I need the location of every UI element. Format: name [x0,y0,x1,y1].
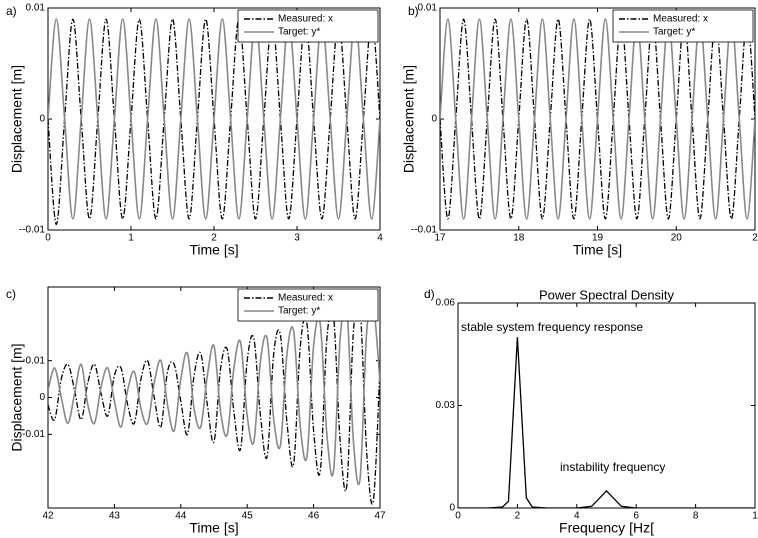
legend-label: Measured: x [653,14,708,25]
y-tick-label: 0 [431,114,437,125]
x-tick-label: 0 [455,511,461,522]
y-tick-label: 0.06 [436,298,456,309]
y-tick-label: --0.01 [19,225,46,236]
series-line [440,18,755,220]
y-tick-label: 0.01 [26,355,46,366]
annotation: instability frequency [560,460,665,474]
y-tick-label: 0.01 [26,3,46,14]
legend-label: Target: y* [278,306,320,317]
x-tick-label: 43 [109,511,121,522]
panel-label: c) [6,287,16,301]
x-tick-label: 46 [308,511,320,522]
panel: b) 17 18 19 20 2 --0.01 0 0.01 Displacement [m] Ti… [401,3,758,258]
legend-box [612,9,754,43]
x-tick-label: 3 [294,233,300,244]
x-tick-label: 1 [128,233,134,244]
x-tick-label: 8 [693,511,699,522]
x-tick-label: 4 [574,511,580,522]
series-line [48,18,380,226]
series-line [440,18,755,220]
legend-box [237,9,379,43]
chart-title: Power Spectral Density [539,287,675,302]
y-tick-label: 0 [449,503,455,514]
x-axis-label: Time [s] [189,520,238,536]
x-tick-label: 45 [242,511,254,522]
panel-label: a) [6,4,17,18]
legend-label: Target: y* [278,27,320,38]
y-tick-label: 0 [39,392,45,403]
x-axis-label: Time [s] [573,242,622,258]
series-line [458,337,755,508]
y-tick-label: -0.01 [22,429,45,440]
y-tick-label: 0.03 [436,400,456,411]
panel-label: b) [408,4,419,18]
series-line [48,300,380,486]
x-tick-label: 6 [633,511,639,522]
x-tick-label: 18 [513,233,525,244]
y-tick-label: 0 [39,114,45,125]
x-tick-label: 1 [752,511,758,522]
y-axis-label: Displacement [m] [9,343,25,451]
x-tick-label: 47 [374,511,386,522]
x-tick-label: 44 [175,511,187,522]
y-axis-label: Displacement [m] [9,65,25,173]
legend-label: Target: y* [653,27,695,38]
x-tick-label: 42 [42,511,54,522]
legend-label: Measured: x [278,293,333,304]
x-axis-label: Time [s] [189,242,238,258]
x-axis-label: Frequency [Hz[ [559,520,654,536]
x-tick-label: 0 [45,233,51,244]
x-tick-label: 19 [592,233,604,244]
y-tick-label: 0.01 [418,3,438,14]
legend-label: Measured: x [278,14,333,25]
x-tick-label: 2 [211,233,217,244]
y-axis-label: Displacement [m] [401,65,417,173]
x-tick-label: 20 [671,233,683,244]
panel-label: d) [424,287,435,301]
series-line [48,18,380,220]
x-tick-label: 2 [515,511,521,522]
annotation: stable system frequency response [461,320,643,334]
x-tick-label: 17 [434,233,446,244]
legend-box [237,288,379,322]
x-tick-label: 2 [752,233,758,244]
x-tick-label: 4 [377,233,383,244]
y-tick-label: --0.01 [411,225,438,236]
